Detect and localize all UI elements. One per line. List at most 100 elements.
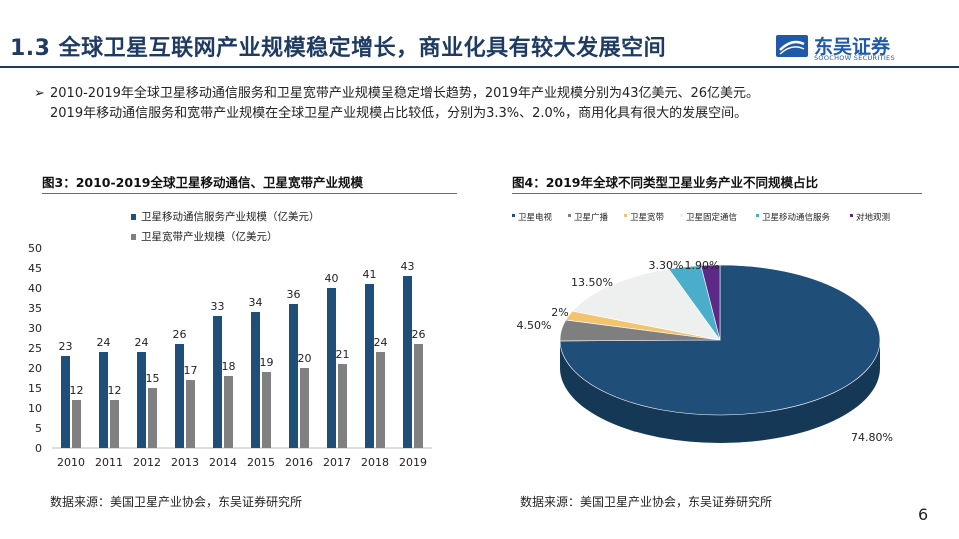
y-tick-label: 25	[28, 342, 42, 355]
bar	[365, 284, 374, 448]
legend-label: 卫星电视	[518, 212, 553, 223]
pie-chart: 卫星电视 卫星广播 卫星宽带 卫星固定通信 卫星移动通信服务 对地观测 74.80% 4.50…	[512, 212, 893, 444]
pie-chart-source: 数据来源：美国卫星产业协会，东吴证券研究所	[520, 495, 773, 509]
summary-line-2: 2019年移动通信服务和宽带产业规模在全球卫星产业规模占比较低，分别为3.3%、…	[50, 106, 748, 121]
legend-label: 卫星移动通信服务	[762, 212, 831, 223]
legend-label: 对地观测	[856, 212, 890, 223]
legend-swatch	[850, 214, 853, 217]
x-tick-label: 2019	[399, 456, 427, 469]
bar-value-label: 24	[97, 336, 111, 349]
bar-value-label: 26	[412, 328, 426, 341]
bar	[99, 352, 108, 448]
bar	[262, 372, 271, 448]
bar	[186, 380, 195, 448]
brand-logo: 东吴证券 SOOCHOW SECURITIES	[776, 32, 946, 64]
bar-value-label: 20	[298, 352, 312, 365]
pie-chart-title: 图4：2019年全球不同类型卫星业务产业不同规模占比	[512, 175, 818, 190]
pie-value-label: 13.50%	[571, 276, 613, 289]
bar	[414, 344, 423, 448]
x-tick-label: 2012	[133, 456, 161, 469]
x-tick-label: 2011	[95, 456, 123, 469]
page-number: 6	[918, 505, 929, 524]
legend-swatch	[512, 214, 515, 217]
x-tick-label: 2016	[285, 456, 313, 469]
bar-value-label: 24	[135, 336, 149, 349]
bar-value-label: 17	[184, 364, 198, 377]
header-divider	[0, 66, 959, 68]
bar	[224, 376, 233, 448]
y-tick-label: 15	[28, 382, 42, 395]
legend-swatch	[624, 214, 627, 217]
x-tick-label: 2014	[209, 456, 237, 469]
bar-value-label: 18	[222, 360, 236, 373]
bar	[376, 352, 385, 448]
y-tick-label: 0	[35, 442, 42, 455]
x-tick-label: 2017	[323, 456, 351, 469]
legend-swatch	[756, 214, 759, 217]
y-tick-label: 5	[35, 422, 42, 435]
pie-slice	[571, 268, 721, 341]
summary-line-1: 2010-2019年全球卫星移动通信服务和卫星宽带产业规模呈稳定增长趋势，201…	[50, 86, 760, 101]
pie-value-label: 2%	[551, 306, 568, 319]
bar	[61, 356, 70, 448]
bar-value-label: 26	[173, 328, 187, 341]
brand-logo-icon	[776, 35, 808, 57]
y-tick-label: 10	[28, 402, 42, 415]
bar-value-label: 33	[211, 300, 225, 313]
legend-swatch	[131, 214, 136, 220]
bar	[137, 352, 146, 448]
legend-swatch	[680, 214, 683, 217]
bar-value-label: 34	[249, 296, 263, 309]
y-tick-label: 40	[28, 282, 42, 295]
legend-label: 卫星广播	[574, 212, 609, 223]
bar-value-label: 19	[260, 356, 274, 369]
x-tick-label: 2015	[247, 456, 275, 469]
bar	[289, 304, 298, 448]
bar-chart: 0 5 10 15 20 25 30 35 40 45 50 卫星移动通信服务产业规模（亿美元） 卫星宽…	[28, 210, 432, 469]
bar	[251, 312, 260, 448]
pie-value-label: 74.80%	[851, 431, 893, 444]
bar	[403, 276, 412, 448]
legend-label: 卫星宽带产业规模（亿美元）	[141, 230, 278, 243]
bar-value-label: 41	[363, 268, 377, 281]
bar	[72, 400, 81, 448]
bar-value-label: 24	[374, 336, 388, 349]
bar-value-label: 21	[336, 348, 350, 361]
bar-value-label: 12	[70, 384, 84, 397]
bar-chart-title-divider	[42, 193, 457, 194]
y-tick-label: 20	[28, 362, 42, 375]
bar-value-label: 36	[287, 288, 301, 301]
pie-slice-side	[560, 340, 880, 444]
bar-value-label: 12	[108, 384, 122, 397]
bar	[300, 368, 309, 448]
pie-chart-title-divider	[512, 193, 922, 194]
y-tick-label: 30	[28, 322, 42, 335]
legend-label: 卫星宽带	[630, 212, 665, 223]
bar-value-label: 40	[325, 272, 339, 285]
bar-value-label: 43	[401, 260, 415, 273]
pie-value-label: 4.50%	[517, 319, 552, 332]
bar-chart-title: 图3：2010-2019全球卫星移动通信、卫星宽带产业规模	[42, 175, 363, 190]
legend-label: 卫星移动通信服务产业规模（亿美元）	[141, 210, 320, 223]
pie-slice	[700, 264, 721, 341]
pie-value-label: 3.30%	[649, 259, 684, 272]
y-tick-label: 35	[28, 302, 42, 315]
y-tick-label: 45	[28, 262, 42, 275]
x-tick-label: 2010	[57, 456, 85, 469]
bar	[110, 400, 119, 448]
legend-swatch	[568, 214, 571, 217]
bar	[175, 344, 184, 448]
brand-subtitle: SOOCHOW SECURITIES	[814, 54, 895, 62]
pie-value-label: 1.90%	[685, 259, 720, 272]
bar-value-label: 15	[146, 372, 160, 385]
bar	[327, 288, 336, 448]
bar-chart-source: 数据来源：美国卫星产业协会，东吴证券研究所	[50, 495, 303, 509]
x-tick-label: 2013	[171, 456, 199, 469]
y-tick-label: 50	[28, 242, 42, 255]
bar	[213, 316, 222, 448]
legend-label: 卫星固定通信	[686, 212, 738, 223]
bar	[148, 388, 157, 448]
legend-swatch	[131, 234, 136, 240]
brand-name: 东吴证券	[814, 36, 891, 58]
bar-value-label: 23	[59, 340, 73, 353]
